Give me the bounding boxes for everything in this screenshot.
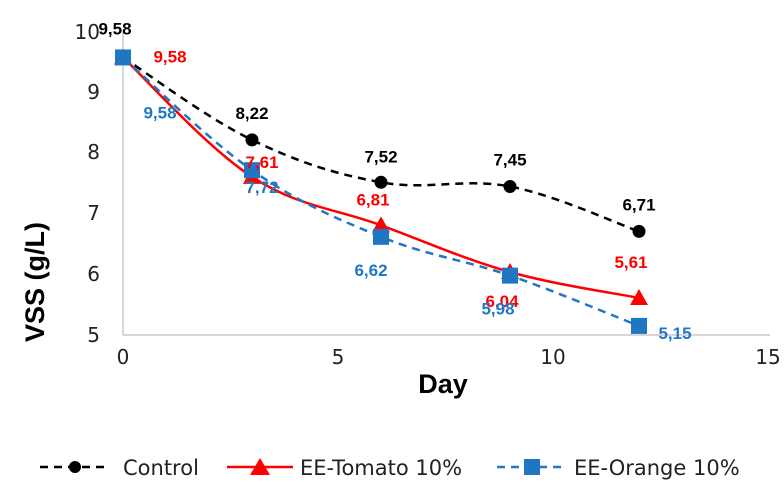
- x-tick-label: 0: [117, 345, 130, 369]
- x-tick-label: 10: [540, 345, 565, 369]
- data-point-control: [245, 133, 259, 147]
- x-tick-label: 5: [332, 345, 345, 369]
- data-point-control: [632, 224, 646, 238]
- x-tick-label: 15: [755, 345, 780, 369]
- legend-marker-control: [69, 461, 81, 473]
- legend-label-ee-tomato: EE-Tomato 10%: [300, 456, 462, 480]
- legend-item-ee-orange: EE-Orange 10%: [497, 456, 740, 480]
- data-point-control: [374, 175, 388, 189]
- data-point-ee-orange: [115, 49, 131, 66]
- data-label-ee-tomato: 6,04: [485, 292, 519, 311]
- series-layer: [114, 48, 648, 334]
- data-label-ee-tomato: 7,61: [245, 153, 278, 172]
- data-point-ee-orange: [373, 228, 389, 245]
- y-tick-label: 6: [87, 262, 100, 286]
- data-label-ee-orange: 5,98: [481, 300, 514, 319]
- series-line-control: [122, 56, 640, 233]
- y-tick-label: 5: [87, 323, 100, 347]
- data-label-control: 7,52: [364, 147, 397, 166]
- legend-marker-ee-orange: [524, 459, 540, 475]
- data-label-control: 6,71: [622, 195, 655, 214]
- data-label-ee-tomato: 5,61: [614, 253, 647, 272]
- y-axis-title: VSS (g/L): [20, 222, 50, 342]
- data-label-ee-tomato: 6,81: [356, 190, 389, 209]
- data-point-ee-orange: [244, 162, 260, 179]
- legend-item-control: Control: [40, 456, 199, 480]
- legend-label-control: Control: [123, 456, 199, 480]
- data-label-ee-orange: 6,62: [354, 261, 387, 280]
- data-label-control: 7,45: [493, 151, 526, 170]
- y-tick-label: 8: [87, 140, 100, 164]
- legend-marker-ee-tomato: [250, 458, 270, 475]
- data-label-control: 9,58: [98, 19, 131, 38]
- data-point-control: [503, 180, 517, 194]
- data-labels: 9,58 8,22 7,52 7,45 6,71 9,58 7,61 6,81 6,04 5,61…: [98, 19, 691, 342]
- legend: Control EE-Tomato 10% EE-Orange 10%: [40, 456, 740, 480]
- data-point-ee-orange: [502, 267, 518, 284]
- data-label-ee-orange: 5,15: [658, 324, 691, 343]
- data-label-ee-orange: 7,72: [245, 178, 278, 197]
- data-point-ee-orange: [631, 317, 647, 334]
- legend-item-ee-tomato: EE-Tomato 10%: [227, 456, 462, 480]
- legend-label-ee-orange: EE-Orange 10%: [574, 456, 740, 480]
- x-axis-ticks: 0 5 10 15: [117, 345, 781, 369]
- data-label-ee-tomato: 9,58: [153, 47, 186, 66]
- y-tick-label: 9: [87, 80, 100, 104]
- y-tick-label: 10: [75, 20, 100, 44]
- x-axis-title: Day: [418, 369, 468, 399]
- data-point-ee-tomato: [630, 289, 648, 306]
- data-label-control: 8,22: [235, 104, 268, 123]
- data-label-ee-orange: 9,58: [143, 103, 176, 122]
- y-tick-label: 7: [87, 201, 100, 225]
- data-point-ee-tomato: [372, 216, 390, 233]
- y-axis-ticks: 5 6 7 8 9 10: [75, 20, 100, 347]
